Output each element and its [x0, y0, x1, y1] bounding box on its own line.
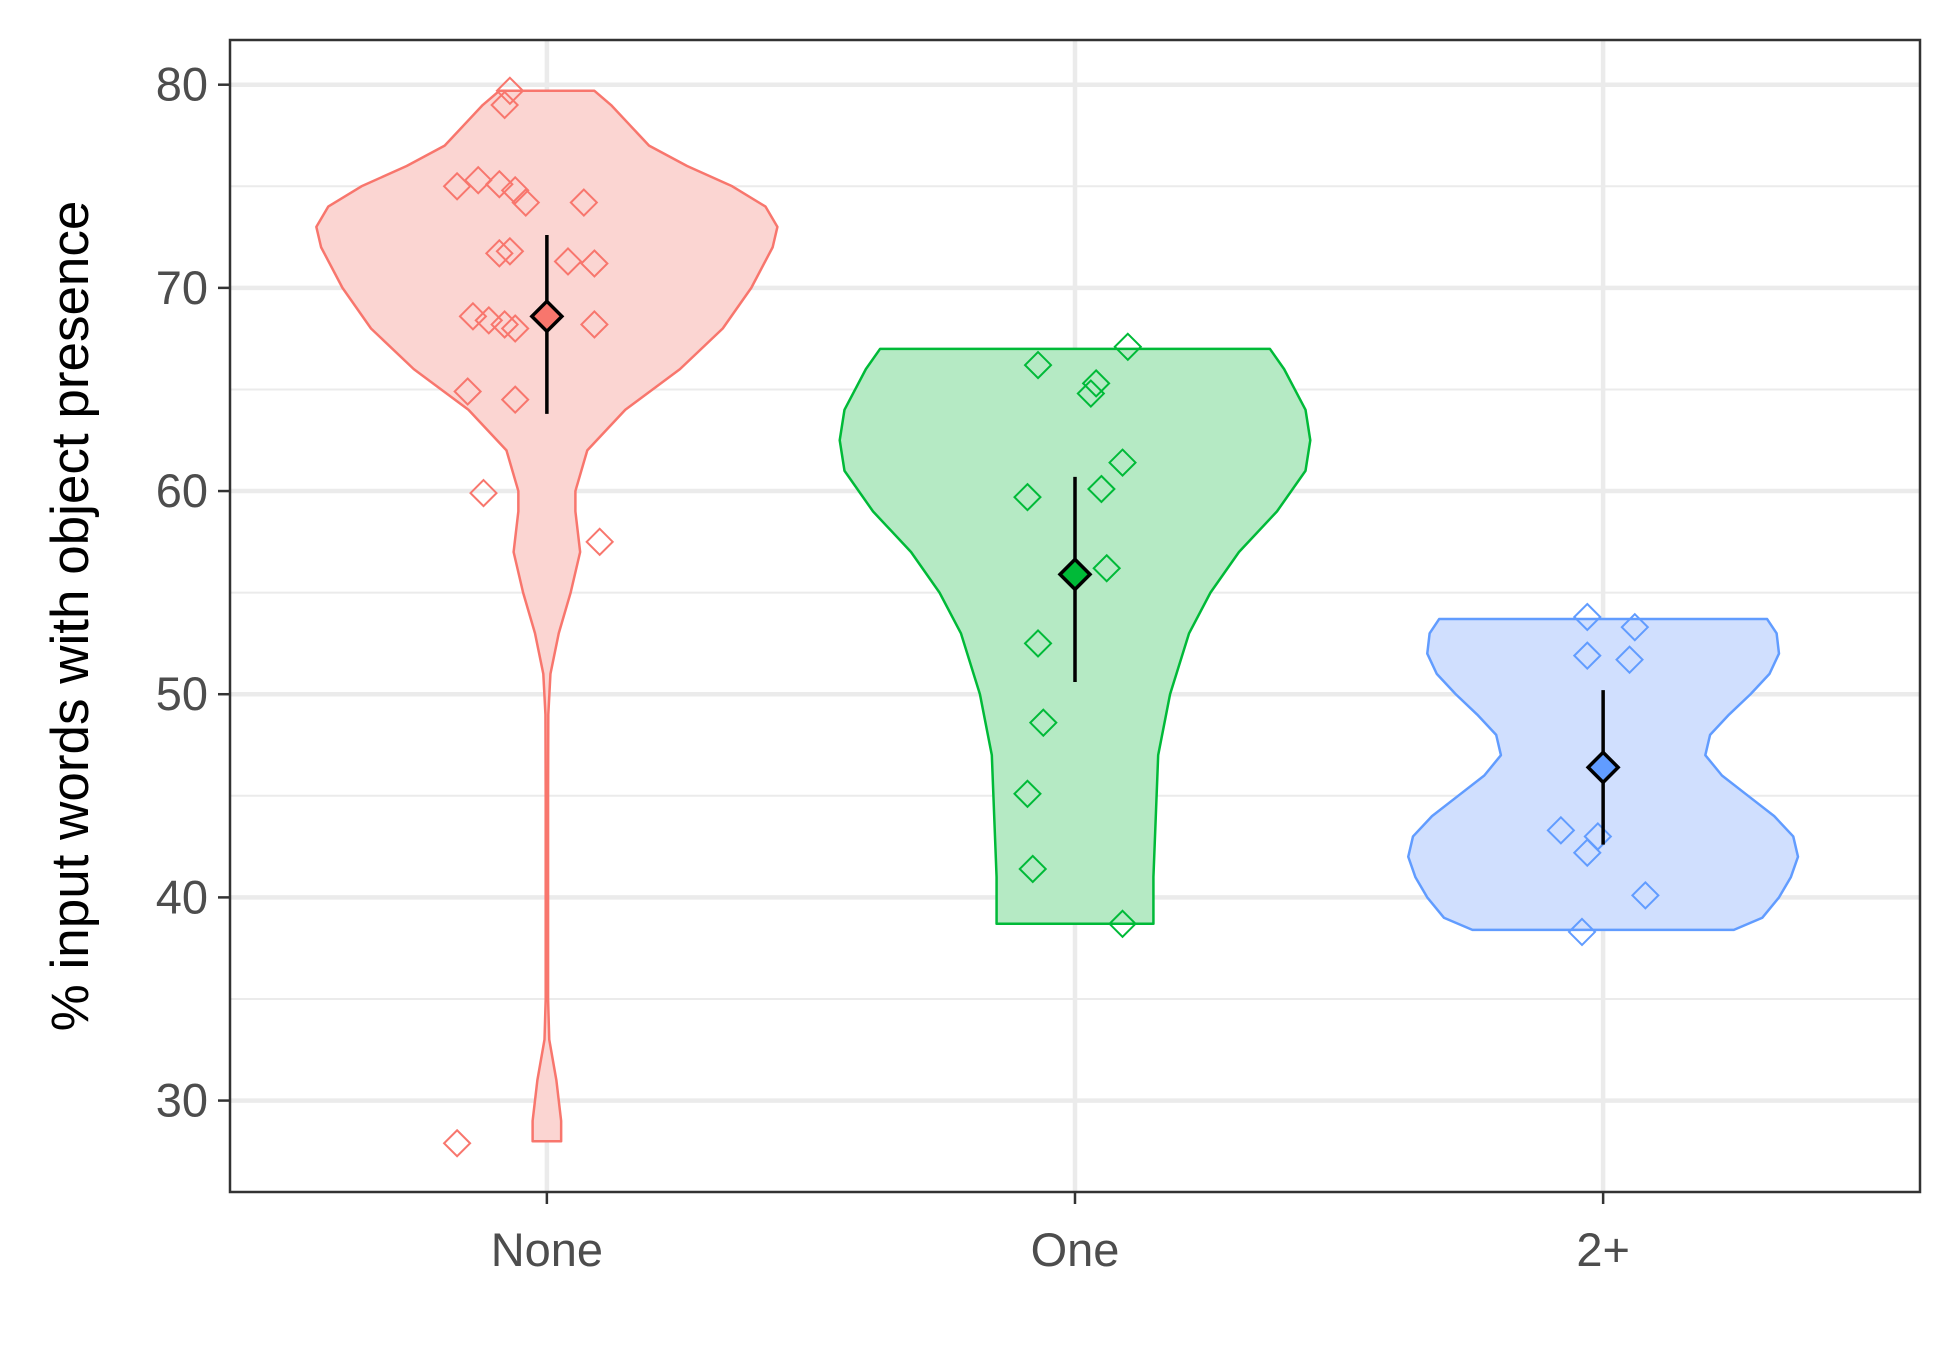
x-tick-label: One [1031, 1223, 1120, 1276]
data-point [585, 527, 615, 557]
data-point [1108, 909, 1137, 939]
data-point [495, 76, 525, 106]
data-point [458, 301, 488, 331]
mean-marker [1585, 749, 1621, 785]
y-axis-title: % input words with object presence [41, 201, 100, 1032]
data-point [579, 310, 609, 339]
y-tick-label: 50 [156, 667, 208, 720]
data-point [1567, 917, 1597, 947]
data-point [569, 188, 599, 217]
data-point [1092, 553, 1122, 583]
data-points [442, 76, 1660, 1158]
data-point [1572, 641, 1602, 671]
data-point [500, 314, 530, 343]
y-tick-label: 40 [156, 870, 208, 923]
violin-None [315, 89, 779, 1143]
data-point [511, 188, 541, 217]
data-point [484, 169, 514, 199]
data-point [1023, 629, 1053, 658]
y-tick-label: 80 [156, 58, 208, 111]
data-point [490, 310, 520, 339]
mean-ci-markers [529, 235, 1621, 845]
y-tick-label: 70 [156, 261, 208, 314]
data-point [500, 175, 530, 205]
data-point [495, 236, 525, 266]
data-point [442, 1128, 472, 1158]
data-point [474, 305, 504, 335]
data-point [553, 247, 583, 276]
axes: 30 40 50 60 70 80 None One 2+ [156, 58, 1630, 1276]
y-tick-label: 30 [156, 1074, 208, 1127]
data-point [1013, 482, 1042, 512]
data-point [1630, 880, 1660, 910]
data-point [1546, 815, 1576, 845]
data-point [1620, 612, 1650, 642]
y-tick-label: 60 [156, 464, 208, 517]
data-point [442, 171, 472, 201]
data-point [1013, 779, 1042, 809]
data-point [1028, 708, 1058, 738]
data-point [1113, 332, 1143, 362]
data-point [453, 377, 483, 406]
x-tick-label: 2+ [1576, 1223, 1630, 1276]
data-point [1023, 350, 1053, 380]
data-point [1108, 448, 1137, 478]
data-point [1615, 645, 1644, 675]
data-point [469, 478, 498, 508]
data-point [463, 165, 493, 195]
data-point [1018, 854, 1048, 884]
data-point [484, 238, 514, 268]
x-tick-label: None [491, 1223, 603, 1276]
mean-marker [1057, 556, 1093, 592]
data-point [1081, 368, 1111, 398]
mean-marker [529, 298, 565, 334]
data-point [1086, 474, 1116, 504]
data-point [1572, 838, 1602, 868]
data-point [579, 249, 609, 278]
data-point [1076, 379, 1106, 408]
data-point [1572, 602, 1602, 632]
data-point [490, 90, 520, 120]
data-point [500, 385, 530, 415]
